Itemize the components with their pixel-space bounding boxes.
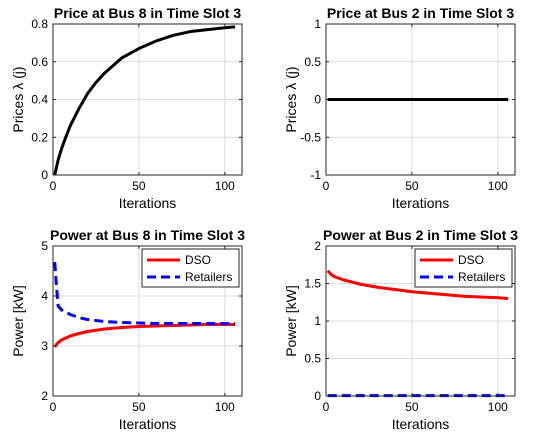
x-axis-label: Iterations [392, 416, 450, 432]
x-tick-label: 0 [50, 400, 57, 414]
legend-label-retailers: Retailers [458, 270, 505, 284]
legend-label-dso: DSO [458, 253, 484, 267]
y-tick-label: 2 [41, 389, 48, 403]
y-tick-label: 0 [41, 168, 48, 182]
legend-box [414, 248, 513, 288]
series-line-1 [53, 25, 236, 176]
x-tick-label: 50 [405, 179, 419, 193]
y-tick-label: 0 [314, 93, 321, 107]
legend: DSO Retailers [414, 248, 513, 288]
y-axis-label: Power [kW] [10, 285, 26, 357]
x-tick-label: 0 [50, 179, 57, 193]
x-axis-label: Iterations [119, 416, 177, 432]
x-tick-label: 0 [323, 179, 330, 193]
axes-box [52, 245, 243, 397]
x-tick-label: 100 [215, 400, 235, 414]
legend-box [141, 248, 240, 288]
y-tick-label: 4 [41, 289, 48, 303]
x-tick-label: 0 [323, 400, 330, 414]
x-tick-label: 100 [215, 179, 235, 193]
x-tick-label: 50 [132, 400, 146, 414]
y-tick-label: 2 [314, 239, 321, 253]
x-tick-label: 50 [132, 179, 146, 193]
y-axis-label: Power [kW] [283, 285, 299, 357]
y-tick-label: 0.5 [304, 55, 321, 69]
y-tick-label: 1.5 [304, 277, 321, 291]
legend-label-retailers: Retailers [185, 270, 232, 284]
y-tick-label: 5 [41, 239, 48, 253]
chart-title: Price at Bus 8 in Time Slot 3 [54, 5, 241, 21]
y-tick-label: 0.5 [304, 352, 321, 366]
y-tick-label: 0.6 [31, 55, 48, 69]
legend: DSO Retailers [141, 248, 240, 288]
series-line-dso [53, 323, 236, 348]
chart-panel-1: 0 50 100 0 0.2 0.4 0.6 0.8 Price at Bus 8 in Tim… [10, 5, 243, 211]
y-tick-label: 0.2 [31, 130, 48, 144]
x-tick-label: 100 [488, 179, 508, 193]
series-line-dso [326, 269, 509, 300]
chart-panel-2: 0 50 100 -1 -0.5 0 0.5 1 Price at Bus 2 in Time … [283, 5, 516, 211]
y-tick-label: 0 [314, 389, 321, 403]
y-axis-label: Prices λ (j) [283, 66, 299, 132]
y-tick-label: 0.4 [31, 93, 48, 107]
chart-title: Power at Bus 2 in Time Slot 3 [323, 227, 518, 243]
x-tick-label: 50 [405, 400, 419, 414]
y-tick-label: 1 [314, 314, 321, 328]
x-axis-label: Iterations [119, 195, 177, 211]
y-tick-label: -1 [310, 168, 321, 182]
y-tick-label: 1 [314, 17, 321, 31]
x-axis-label: Iterations [392, 195, 450, 211]
y-axis-label: Prices λ (j) [10, 66, 26, 132]
y-tick-label: 0.8 [31, 17, 48, 31]
x-tick-label: 100 [488, 400, 508, 414]
chart-title: Power at Bus 8 in Time Slot 3 [50, 227, 245, 243]
y-tick-label: -0.5 [300, 130, 321, 144]
legend-label-dso: DSO [185, 253, 211, 267]
y-tick-label: 3 [41, 339, 48, 353]
series-line-retailers [53, 261, 236, 325]
chart-title: Price at Bus 2 in Time Slot 3 [327, 5, 514, 21]
